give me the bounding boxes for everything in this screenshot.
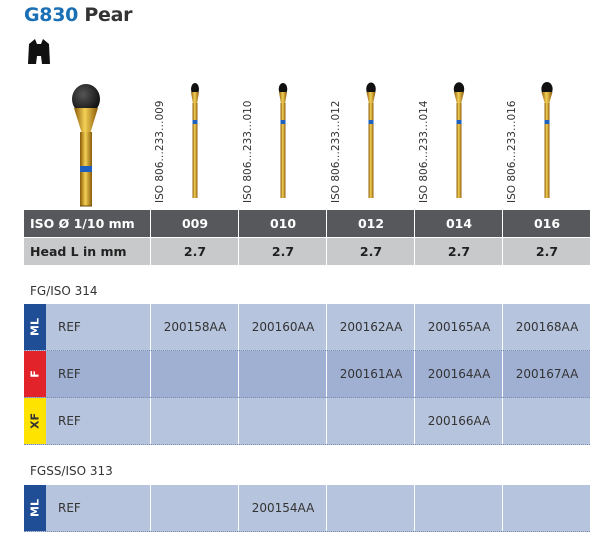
column-header-010: ISO 806…233…010 — [238, 78, 326, 208]
iso-label: ISO 806…233…012 — [330, 100, 342, 204]
diameter-cell: 012 — [326, 210, 415, 237]
column-header-016: ISO 806…233…016 — [502, 78, 590, 208]
ref-cell: 200168AA — [502, 304, 591, 350]
ref-cell: 200164AA — [414, 351, 503, 397]
head-length-cell: 2.7 — [414, 238, 503, 265]
grit-tag-ml: ML — [24, 485, 46, 531]
bur-icon — [366, 82, 376, 198]
head-length-row: Head L in mm 2.7 2.7 2.7 2.7 2.7 — [24, 238, 590, 265]
table-row: ML REF 200158AA 200160AA 200162AA 200165… — [24, 304, 590, 351]
ref-cell — [326, 398, 415, 444]
ref-cell — [238, 351, 327, 397]
ref-cell: 200165AA — [414, 304, 503, 350]
head-length-cell: 2.7 — [150, 238, 239, 265]
diameter-cell: 014 — [414, 210, 503, 237]
bur-illustration — [72, 84, 100, 207]
diameter-cell: 016 — [502, 210, 591, 237]
ref-label: REF — [58, 414, 81, 428]
ref-cell — [502, 398, 591, 444]
iso-label: ISO 806…233…016 — [506, 100, 518, 204]
column-header-014: ISO 806…233…014 — [414, 78, 502, 208]
bur-icon — [278, 83, 288, 198]
column-header-009: ISO 806…233…009 — [150, 78, 238, 208]
section-label-fgss: FGSS/ISO 313 — [30, 464, 113, 478]
ref-label: REF — [58, 320, 81, 334]
table-row: F REF 200161AA 200164AA 200167AA — [24, 351, 590, 398]
handpiece-icon — [28, 39, 50, 64]
ref-cell: 200167AA — [502, 351, 591, 397]
ref-cell — [238, 398, 327, 444]
ref-cell — [150, 485, 239, 531]
iso-label: ISO 806…233…010 — [242, 100, 254, 204]
ref-cell: 200161AA — [326, 351, 415, 397]
diameter-cell: 010 — [238, 210, 327, 237]
diameter-row: ISO Ø 1/10 mm 009 010 012 014 016 — [24, 210, 590, 237]
grit-tag-f: F — [24, 351, 46, 397]
ref-cell: 200166AA — [414, 398, 503, 444]
column-header-012: ISO 806…233…012 — [326, 78, 414, 208]
bur-icon — [453, 82, 465, 198]
table-row: ML REF 200154AA — [24, 485, 590, 532]
iso-label: ISO 806…233…014 — [418, 100, 430, 204]
head-length-cell: 2.7 — [326, 238, 415, 265]
diameter-label: ISO Ø 1/10 mm — [30, 216, 135, 231]
section-label-fg: FG/ISO 314 — [30, 284, 98, 298]
product-name: Pear — [84, 4, 133, 26]
ref-cell — [414, 485, 503, 531]
head-length-cell: 2.7 — [502, 238, 591, 265]
grit-tag-ml: ML — [24, 304, 46, 350]
ref-cell — [150, 351, 239, 397]
head-length-cell: 2.7 — [238, 238, 327, 265]
ref-cell — [502, 485, 591, 531]
ref-cell — [150, 398, 239, 444]
bur-icon — [191, 83, 199, 198]
ref-label: REF — [58, 501, 81, 515]
ref-cell: 200154AA — [238, 485, 327, 531]
head-length-label: Head L in mm — [30, 244, 127, 259]
ref-cell: 200162AA — [326, 304, 415, 350]
product-code: G830 — [24, 4, 79, 26]
ref-label: REF — [58, 367, 81, 381]
bur-icon — [541, 82, 553, 198]
ref-cell: 200158AA — [150, 304, 239, 350]
ref-cell: 200160AA — [238, 304, 327, 350]
page-title: G830 Pear — [24, 4, 133, 26]
diameter-cell: 009 — [150, 210, 239, 237]
table-row: XF REF 200166AA — [24, 398, 590, 445]
iso-label: ISO 806…233…009 — [154, 100, 166, 204]
ref-cell — [326, 485, 415, 531]
grit-tag-xf: XF — [24, 398, 46, 444]
